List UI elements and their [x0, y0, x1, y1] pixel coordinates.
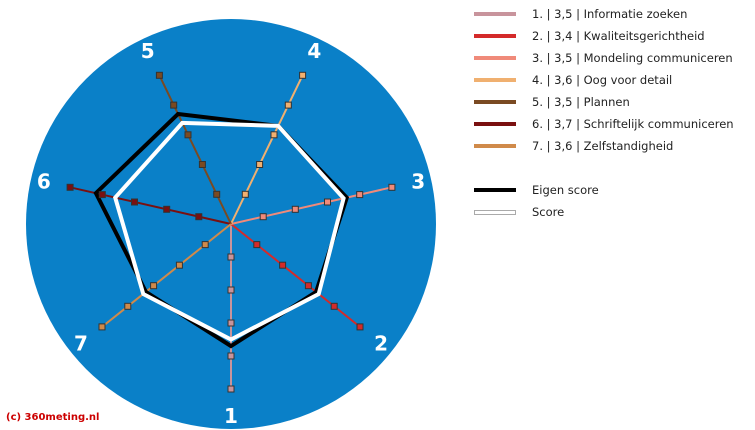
axis-number-6: 6	[37, 169, 51, 193]
axis-2-tick-5	[356, 323, 364, 331]
axis-6-tick-4	[98, 191, 106, 199]
axis-3-tick-2	[291, 205, 299, 213]
legend-item-5: 5. | 3,5 | Plannen	[474, 94, 755, 110]
legend-label: 2. | 3,4 | Kwaliteitsgerichtheid	[532, 29, 705, 43]
legend-swatch	[474, 56, 516, 60]
series-polygon-score	[112, 120, 346, 342]
axis-1-tick-3	[227, 319, 235, 327]
axis-3-tick-4	[356, 191, 364, 199]
axis-number-1: 1	[224, 404, 238, 428]
legend-swatch	[474, 78, 516, 82]
legend-swatch	[474, 100, 516, 104]
axis-2-tick-2	[279, 261, 287, 269]
legend-swatch	[474, 144, 516, 148]
legend-label: 6. | 3,7 | Schriftelijk communiceren	[532, 117, 734, 131]
legend-label: 3. | 3,5 | Mondeling communiceren	[532, 51, 733, 65]
legend-item-eigen-score: Eigen score	[474, 182, 755, 198]
axis-1-tick-4	[227, 352, 235, 360]
axis-6-tick-2	[163, 205, 171, 213]
legend-swatch	[474, 209, 516, 215]
axis-3-tick-1	[259, 213, 267, 221]
axis-number-5: 5	[141, 39, 155, 63]
axis-6-tick-5	[66, 183, 74, 191]
legend-item-3: 3. | 3,5 | Mondeling communiceren	[474, 50, 755, 66]
legend-item-2: 2. | 3,4 | Kwaliteitsgerichtheid	[474, 28, 755, 44]
legend-item-4: 4. | 3,6 | Oog voor detail	[474, 72, 755, 88]
axis-3-tick-5	[388, 183, 396, 191]
axis-number-4: 4	[307, 39, 321, 63]
axis-line-3	[230, 186, 393, 225]
axis-number-2: 2	[374, 332, 388, 356]
legend-label: Score	[532, 205, 565, 219]
axis-4-tick-2	[256, 161, 264, 168]
legend-label: 7. | 3,6 | Zelfstandigheid	[532, 139, 674, 153]
axis-5-tick-5	[155, 71, 163, 79]
axis-3-tick-3	[324, 198, 331, 206]
axis-1-tick-1	[227, 253, 235, 261]
axis-line-7	[101, 223, 232, 328]
axis-7-tick-1	[201, 241, 209, 249]
axis-2-tick-3	[304, 282, 312, 290]
axis-6-tick-3	[131, 198, 138, 206]
axis-7-tick-2	[175, 261, 183, 269]
axis-4-tick-5	[299, 71, 307, 79]
legend-item-7: 7. | 3,6 | Zelfstandigheid	[474, 138, 755, 154]
legend-label: 4. | 3,6 | Oog voor detail	[532, 73, 673, 87]
axis-5-tick-1	[213, 190, 221, 198]
axis-6-tick-1	[195, 213, 203, 221]
axis-line-5	[158, 74, 232, 225]
axis-5-tick-2	[198, 161, 206, 168]
axis-4-tick-4	[284, 101, 292, 109]
legend-label: Eigen score	[532, 183, 599, 197]
legend-swatch	[474, 12, 516, 16]
axis-7-tick-3	[150, 282, 158, 290]
legend-item-score: Score	[474, 204, 755, 220]
legend-swatch	[474, 188, 516, 192]
axis-5-tick-3	[184, 131, 192, 139]
axis-5-tick-4	[170, 101, 178, 109]
legend-item-1: 1. | 3,5 | Informatie zoeken	[474, 6, 755, 22]
axis-2-tick-4	[330, 302, 338, 310]
legend-swatch	[474, 122, 516, 126]
legend-swatch	[474, 34, 516, 38]
axis-1-tick-2	[227, 286, 235, 294]
legend-label: 1. | 3,5 | Informatie zoeken	[532, 7, 688, 21]
axis-2-tick-1	[253, 241, 261, 249]
axis-number-3: 3	[411, 169, 425, 193]
axis-7-tick-4	[124, 302, 132, 310]
axis-4-tick-3	[270, 131, 278, 139]
axis-4-tick-1	[241, 190, 249, 198]
copyright-credit: (c) 360meting.nl	[6, 412, 100, 423]
axis-7-tick-5	[98, 323, 106, 331]
legend-label: 5. | 3,5 | Plannen	[532, 95, 630, 109]
axis-1-tick-5	[227, 385, 235, 393]
axis-number-7: 7	[74, 332, 88, 356]
legend-item-6: 6. | 3,7 | Schriftelijk communiceren	[474, 116, 755, 132]
axis-line-4	[230, 74, 304, 225]
axis-line-2	[230, 223, 361, 328]
radar-chart: 1 2 3 4 5 6 7	[26, 19, 436, 429]
